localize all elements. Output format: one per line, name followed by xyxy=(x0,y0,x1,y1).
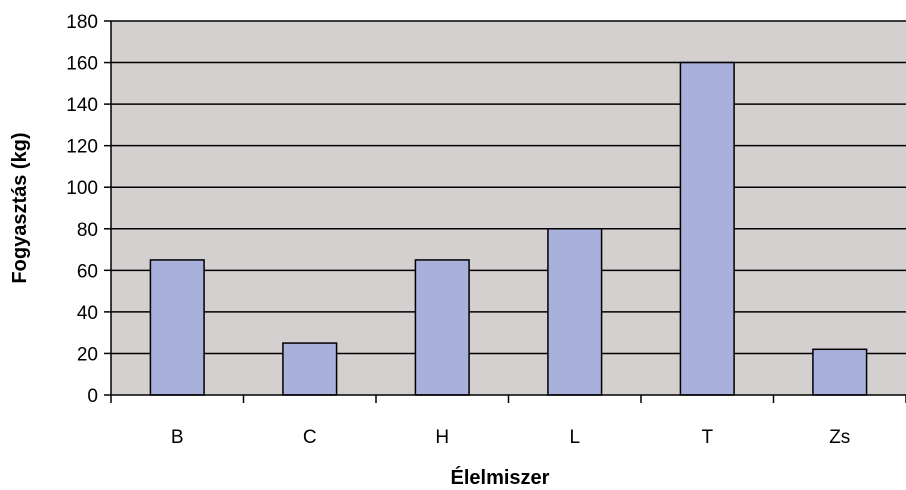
y-tick-label: 0 xyxy=(87,386,98,407)
y-tick-label: 100 xyxy=(66,178,98,199)
y-tick-label: 180 xyxy=(66,12,98,33)
plot-area xyxy=(111,21,906,395)
bars xyxy=(149,61,868,396)
axes xyxy=(104,20,906,403)
x-tick-label: Zs xyxy=(829,427,850,448)
x-tick-labels: B C H L T Zs xyxy=(171,427,850,448)
x-tick-label: B xyxy=(171,427,184,448)
y-tick-label: 120 xyxy=(66,137,98,158)
bar-c xyxy=(282,342,338,396)
y-tick-labels: 0 20 40 60 80 100 120 140 160 180 xyxy=(66,12,98,407)
x-tick-label: C xyxy=(303,427,317,448)
y-axis-title: Fogyasztás (kg) xyxy=(9,132,31,283)
x-axis-title: Élelmiszer xyxy=(451,466,550,489)
y-tick-label: 80 xyxy=(77,220,98,241)
y-tick-label: 20 xyxy=(77,344,98,365)
bar-t xyxy=(679,61,735,396)
y-tick-label: 60 xyxy=(77,261,98,282)
gridlines xyxy=(111,20,906,355)
y-tick-label: 40 xyxy=(77,303,98,324)
bar-h xyxy=(414,259,470,396)
x-tick-label: L xyxy=(569,427,580,448)
x-tick-label: H xyxy=(435,427,449,448)
y-tick-label: 160 xyxy=(66,54,98,75)
x-tick-label: T xyxy=(701,427,713,448)
bar-zs xyxy=(812,348,868,396)
y-tick-label: 140 xyxy=(66,95,98,116)
bar-b xyxy=(149,259,205,396)
bar-l xyxy=(547,228,603,396)
